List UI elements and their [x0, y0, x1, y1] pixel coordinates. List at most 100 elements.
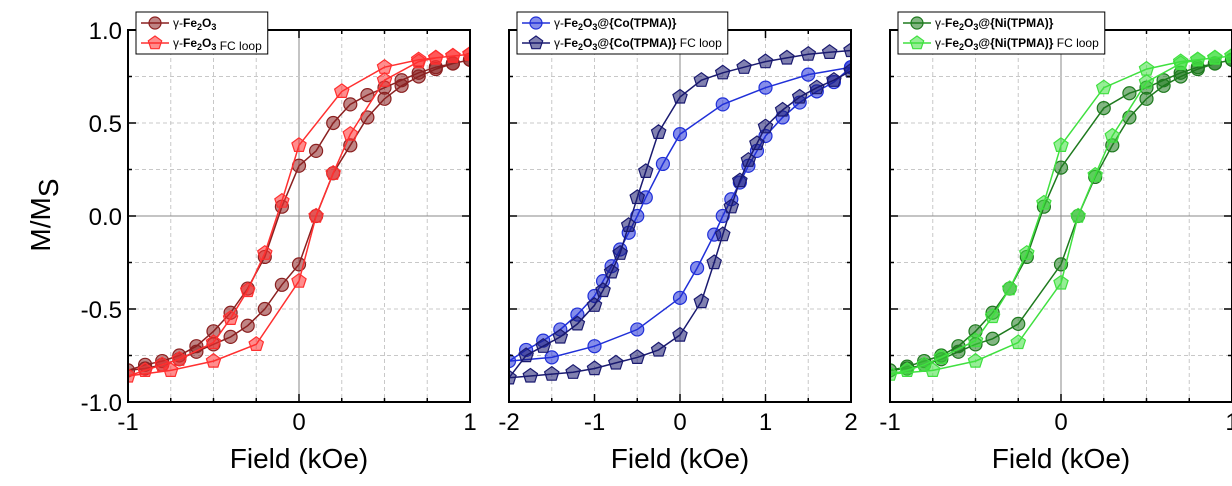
legend-marker [910, 16, 924, 30]
legend: γ-Fe2O3@{Ni(TPMA)}γ-Fe2O3@{Ni(TPMA)} FC … [897, 11, 1106, 55]
x-tick-label: -1 [117, 409, 138, 436]
data-point [1189, 51, 1206, 67]
legend-prefix: γ- [935, 16, 945, 30]
legend-formula: O [202, 16, 211, 30]
data-point [239, 282, 256, 298]
x-tick-label: -1 [879, 409, 900, 436]
data-point [620, 217, 637, 232]
data-point [565, 363, 582, 379]
data-point [544, 350, 559, 365]
legend-subscript: 2 [578, 22, 583, 32]
data-point [360, 110, 375, 125]
grid [128, 30, 470, 402]
data-point [535, 337, 552, 353]
data-point [1156, 78, 1171, 93]
grid [890, 30, 1232, 402]
data-point [629, 349, 646, 364]
data-point [462, 45, 470, 61]
data-point [672, 88, 688, 104]
x-tick-label: 2 [844, 409, 857, 436]
legend-suffix: FC loop [216, 39, 262, 53]
data-point [774, 101, 791, 117]
data-point [808, 79, 825, 95]
series-2 [128, 45, 470, 383]
legend-label: γ-Fe2O3@{Ni(TPMA)} FC loop [935, 36, 1099, 52]
legend-marker [528, 35, 544, 50]
data-point [325, 164, 342, 180]
series-line [128, 53, 470, 377]
y-axis-title-main: M/M [25, 197, 56, 251]
data-point [1172, 55, 1189, 71]
data-point [1053, 137, 1069, 152]
data-point [757, 53, 774, 69]
data-point [689, 260, 705, 276]
legend-item: γ-Fe2O3@{Co(TPMA)} [522, 16, 677, 32]
data-point [1224, 47, 1232, 63]
data-point [518, 347, 534, 363]
data-point [723, 198, 740, 214]
legend-prefix: γ- [173, 36, 183, 50]
data-point [603, 263, 620, 279]
y-axis-title: M/MS [25, 178, 64, 251]
data-point [630, 208, 645, 224]
legend-suffix: FC loop [676, 36, 722, 50]
data-point [985, 331, 1000, 346]
data-point [933, 349, 950, 364]
data-point [706, 254, 723, 270]
x-tick-label: 1 [1225, 409, 1232, 436]
data-point [543, 365, 560, 381]
data-point [629, 189, 646, 205]
legend-prefix: γ- [554, 36, 564, 50]
legend-subscript: 2 [197, 22, 202, 32]
data-point [800, 45, 817, 61]
data-point [569, 315, 586, 331]
data-point [257, 301, 272, 317]
legend-subscript: 3 [211, 22, 216, 32]
x-tick-label: 1 [759, 409, 772, 436]
data-point [360, 87, 375, 103]
legend-subscript: 3 [592, 42, 597, 52]
data-point [1087, 166, 1104, 182]
x-axis-title: Field (kOe) [611, 443, 749, 474]
data-point [650, 341, 667, 357]
data-point [967, 352, 984, 368]
data-point [308, 207, 324, 223]
data-point [715, 97, 730, 112]
legend-box [516, 11, 729, 55]
legend: γ-Fe2O3@{Co(TPMA)} γ-Fe2O3@{Co(TPMA)} FC … [516, 11, 729, 55]
data-point [595, 282, 611, 298]
legend-formula: Fe [564, 16, 578, 30]
data-point [586, 297, 603, 312]
data-point [693, 293, 710, 309]
data-point [778, 49, 795, 65]
legend-item: γ-Fe2O3 FC loop [141, 35, 262, 53]
x-axis-title: Field (kOe) [230, 443, 368, 474]
data-point [587, 339, 602, 354]
data-point [205, 352, 222, 368]
x-tick-label: 0 [292, 409, 305, 436]
data-point [1138, 73, 1155, 89]
data-point [377, 91, 392, 106]
legend-item: γ-Fe2O3@{Ni(TPMA)} FC loop [903, 35, 1099, 52]
data-point [672, 127, 688, 142]
legend-formula: O [202, 36, 211, 50]
legend-marker [529, 16, 543, 30]
chart-panel-3: -101Field (kOe)γ-Fe2O3@{Ni(TPMA)}γ-Fe2O3… [879, 11, 1232, 474]
legend-formula: O [583, 16, 592, 30]
data-point [731, 172, 748, 188]
data-point [650, 124, 667, 139]
data-point [1139, 91, 1154, 106]
legend-marker [148, 16, 162, 30]
data-point [137, 362, 153, 377]
data-point [612, 244, 629, 260]
y-axis-title-text: M/MS [25, 178, 64, 251]
data-point [343, 97, 358, 112]
data-point [552, 328, 569, 344]
data-point [672, 290, 688, 305]
legend-label: γ-Fe2O3@{Co(TPMA)} FC loop [554, 36, 722, 52]
legend-label: γ-Fe2O3 FC loop [173, 36, 262, 53]
ticks: -2 -1 0 1 2 [498, 29, 858, 436]
legend-formula: Fe [564, 36, 578, 50]
data-point [967, 332, 984, 348]
